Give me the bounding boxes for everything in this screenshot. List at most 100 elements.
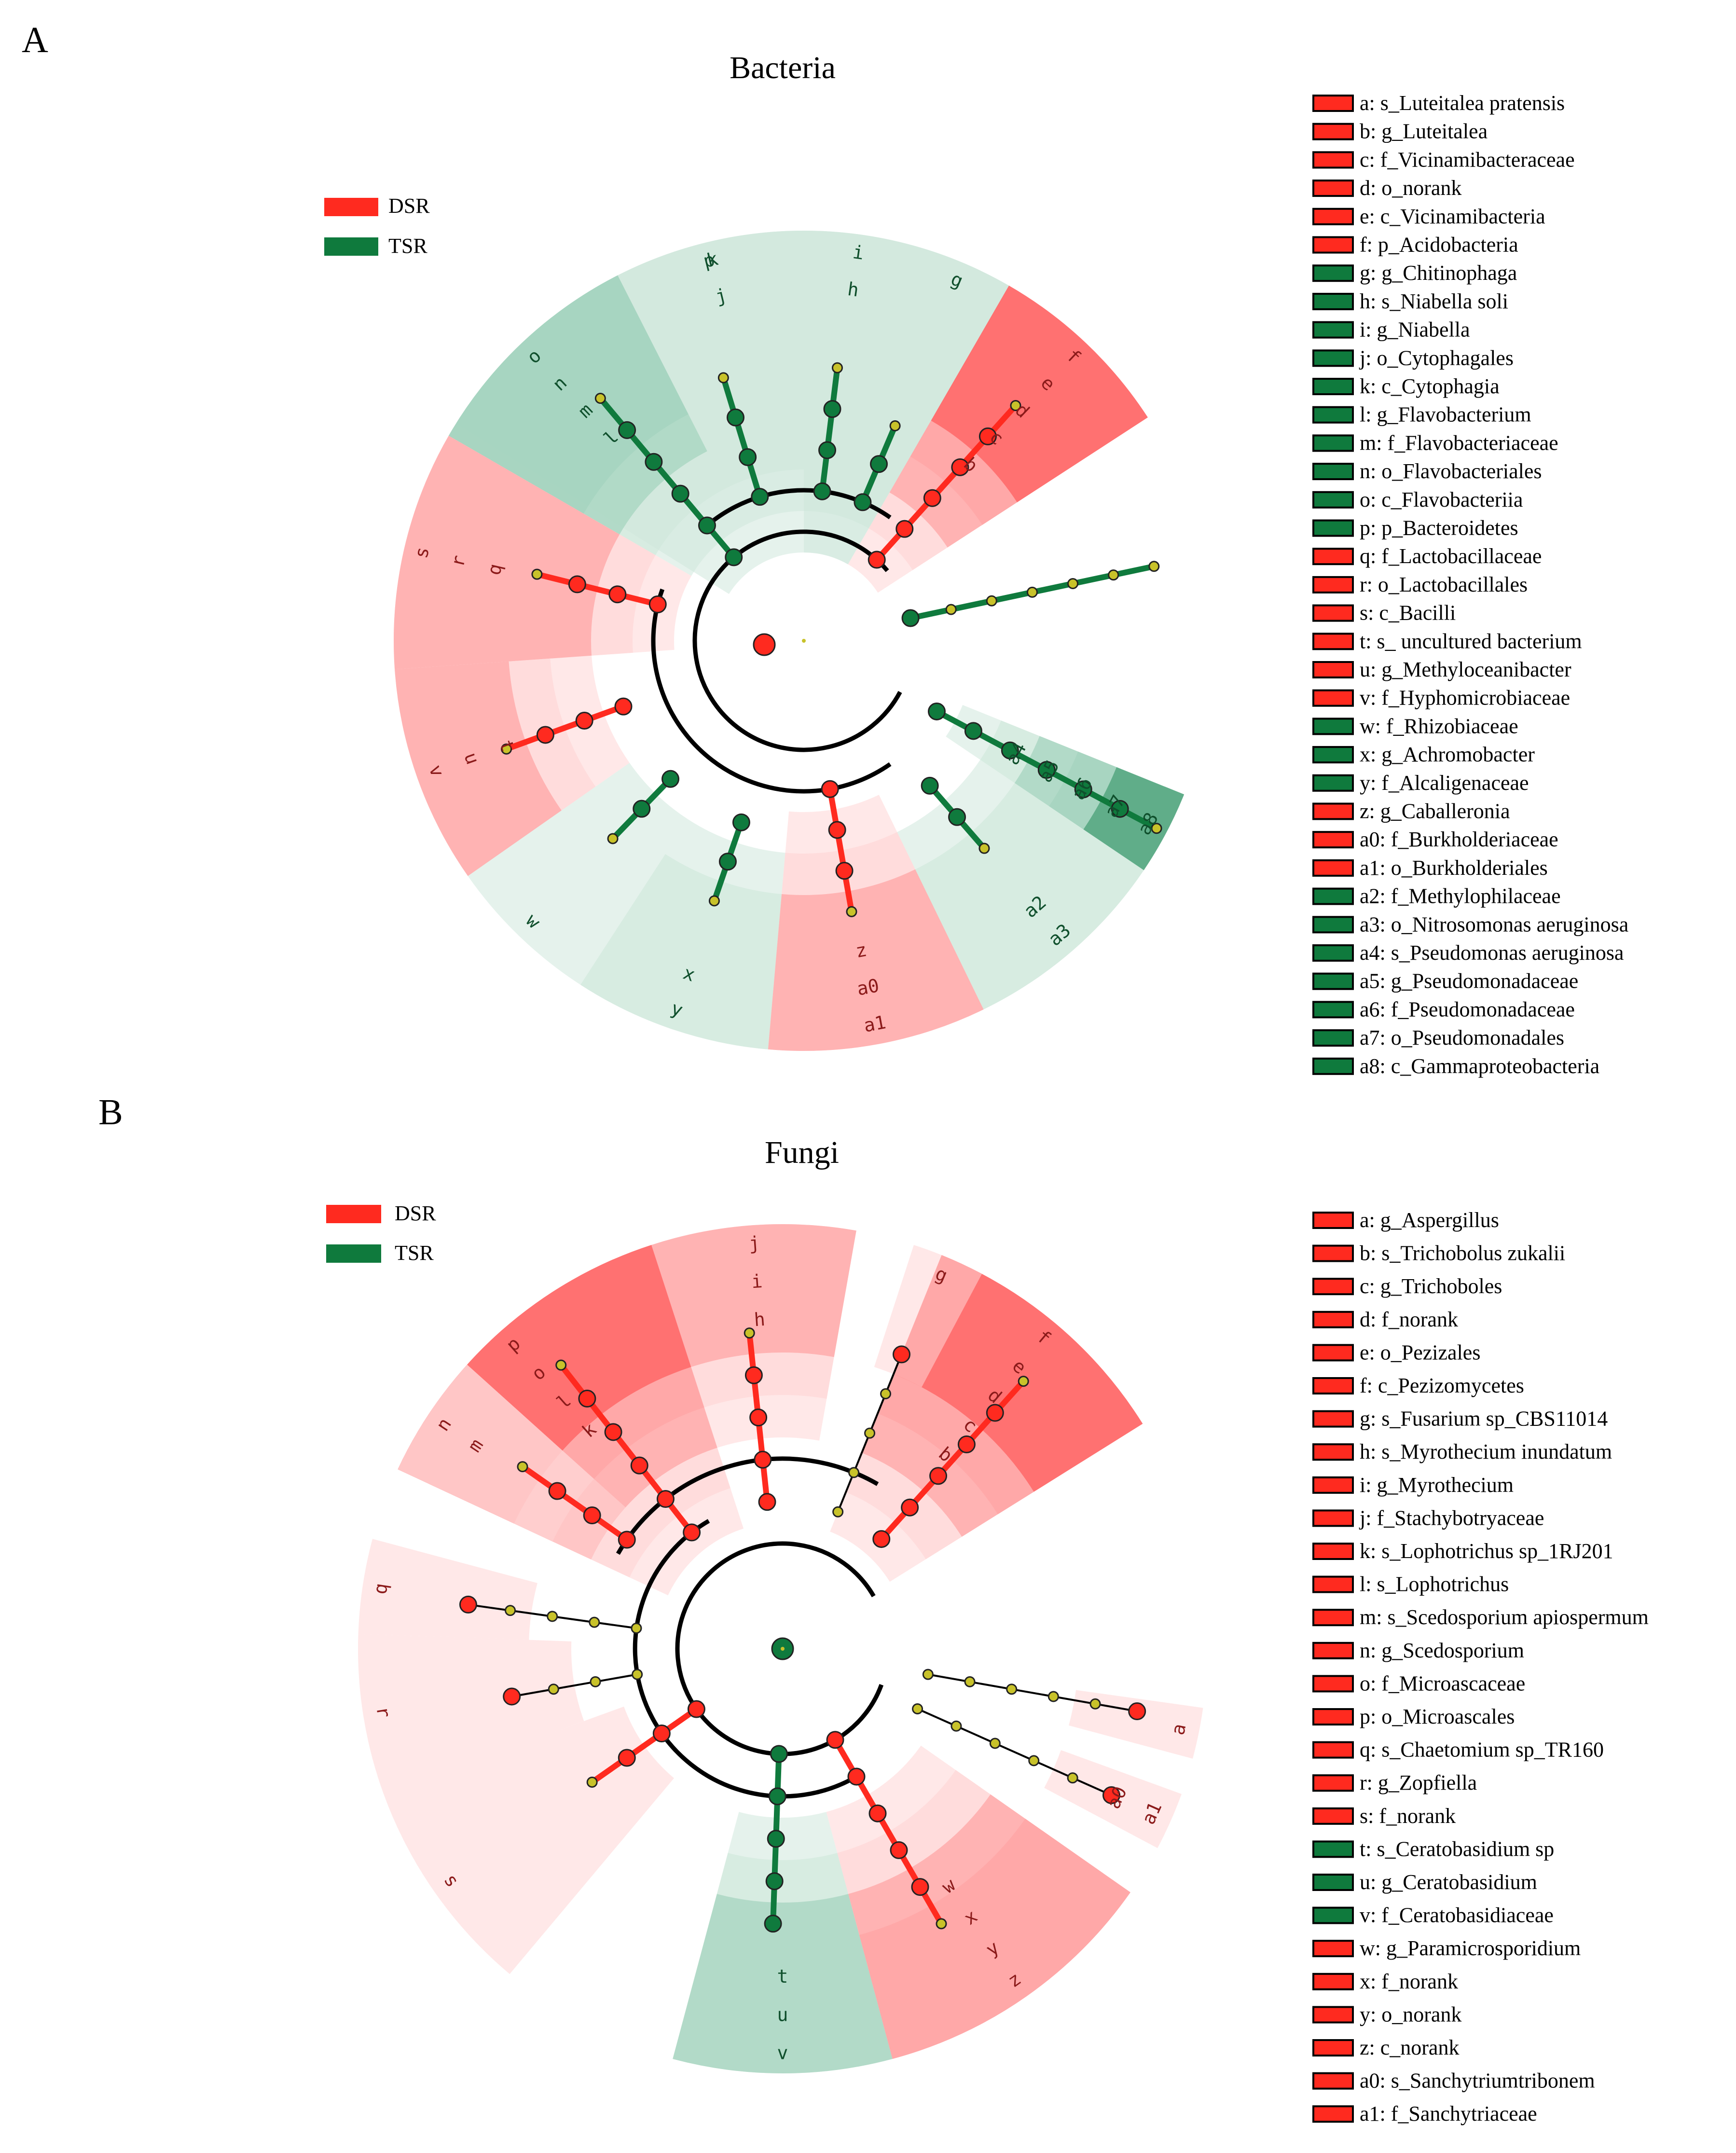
taxa-swatch: [1312, 207, 1354, 225]
taxa-legend-item: t: s_ uncultured bacterium: [1312, 629, 1582, 653]
taxa-label: w: g_Paramicrosporidium: [1360, 1936, 1581, 1960]
clade-letter: a1: [862, 1011, 888, 1036]
root-node: [753, 633, 776, 656]
taxa-label: r: o_Lactobacillales: [1360, 573, 1528, 596]
taxa-label: g: s_Fusarium sp_CBS11014: [1360, 1407, 1608, 1431]
taxa-label: e: o_Pezizales: [1360, 1340, 1480, 1364]
taxa-swatch: [1312, 519, 1354, 537]
taxa-swatch: [1312, 944, 1354, 962]
clade-sector-dsr: [931, 285, 1148, 502]
tree-node: [744, 1327, 755, 1339]
tree-node: [768, 1787, 786, 1806]
tree-layer: [459, 1327, 1146, 1933]
tree-node: [1037, 761, 1056, 779]
taxa-label: s: c_Bacilli: [1360, 601, 1456, 625]
taxa-legend-item: b: g_Luteitalea: [1312, 120, 1488, 143]
taxa-label: e: c_Vicinamibacteria: [1360, 205, 1545, 228]
taxa-label: l: s_Lophotrichus: [1360, 1573, 1509, 1596]
tree-node: [754, 1450, 772, 1469]
tree-node: [590, 1676, 601, 1687]
clade-letter: j: [748, 1232, 760, 1254]
taxa-legend-item: u: g_Methyloceanibacter: [1312, 658, 1571, 681]
taxa-swatch: [1312, 123, 1354, 140]
taxa-legend-item: r: g_Zopfiella: [1312, 1771, 1477, 1794]
taxa-swatch: [1312, 1973, 1354, 1990]
tree-node: [726, 408, 744, 427]
taxa-legend-item: a0: f_Burkholderiaceae: [1312, 828, 1558, 851]
taxa-label: z: g_Caballeronia: [1360, 800, 1510, 823]
taxa-legend-item: a1: o_Burkholderiales: [1312, 856, 1548, 880]
tree-node: [732, 813, 750, 831]
tree-branch: [819, 367, 840, 492]
taxa-legend-item: j: f_Stachybotryaceae: [1312, 1506, 1544, 1530]
taxa-swatch: [1312, 661, 1354, 678]
taxa-swatch: [1312, 1278, 1354, 1296]
tree-node: [618, 1749, 636, 1767]
taxa-label: y: o_norank: [1360, 2002, 1461, 2026]
tree-node: [764, 1915, 782, 1933]
taxa-legend-item: k: c_Cytophagia: [1312, 374, 1500, 398]
tree-branch: [590, 1707, 698, 1785]
clade-letter: u: [777, 2004, 788, 2025]
tree-branch: [616, 1456, 879, 1555]
taxa-label: f: p_Acidobacteria: [1360, 233, 1518, 257]
taxa-label: p: o_Microascales: [1360, 1705, 1515, 1728]
tree-node: [945, 604, 957, 615]
tree-node: [531, 568, 543, 580]
taxa-swatch: [1312, 1642, 1354, 1659]
taxa-legend-item: m: s_Scedosporium apiospermum: [1312, 1605, 1649, 1629]
taxa-swatch: [1312, 179, 1354, 197]
tree-node: [1128, 1702, 1146, 1721]
taxa-swatch: [1312, 831, 1354, 849]
taxa-legend-item: p: p_Bacteroidetes: [1312, 516, 1518, 540]
taxa-legend-item: m: f_Flavobacteriaceae: [1312, 431, 1558, 455]
tree-branch: [720, 377, 763, 498]
tree-node: [671, 484, 689, 503]
taxa-swatch: [1312, 1741, 1354, 1759]
tsr-swatch: [324, 237, 378, 256]
tree-node: [708, 895, 720, 907]
tree-node: [630, 1456, 648, 1475]
tree-branch: [505, 704, 625, 752]
taxa-label: c: g_Trichoboles: [1360, 1274, 1502, 1298]
taxa-legend-item: l: g_Flavobacterium: [1312, 403, 1531, 427]
tree-node: [604, 1423, 622, 1441]
taxa-label: a0: f_Burkholderiaceae: [1360, 828, 1558, 851]
taxa-swatch: [1312, 887, 1354, 905]
tree-node: [1047, 1691, 1059, 1702]
taxa-legend-item: b: s_Trichobolus zukalii: [1312, 1242, 1565, 1265]
group-legend-item-dsr: DSR: [326, 1201, 436, 1225]
taxa-swatch: [1312, 2105, 1354, 2123]
taxa-legend-item: e: c_Vicinamibacteria: [1312, 205, 1545, 228]
tree-node: [870, 455, 888, 473]
tree-node: [718, 853, 737, 871]
taxa-label: z: c_norank: [1360, 2036, 1459, 2059]
tree-node: [854, 493, 872, 511]
tree-node: [986, 1404, 1004, 1422]
taxa-legend-item: o: f_Microascaceae: [1312, 1671, 1525, 1695]
panel-letter: A: [22, 20, 48, 60]
group-legend-item-dsr: DSR: [324, 194, 430, 218]
tree-node: [459, 1595, 477, 1614]
panel-title: Fungi: [765, 1135, 839, 1170]
tree-node: [614, 697, 633, 716]
taxa-legend-item: l: s_Lophotrichus: [1312, 1573, 1509, 1596]
tree-node: [813, 482, 831, 500]
tree-node: [575, 712, 593, 730]
taxa-swatch: [1312, 746, 1354, 764]
tree-node: [751, 488, 769, 506]
tree-node: [848, 1467, 860, 1478]
taxa-legend-item: j: o_Cytophagales: [1312, 346, 1514, 370]
taxa-swatch: [1312, 718, 1354, 735]
clade-letter: h: [753, 1309, 766, 1330]
tree-node: [1102, 1786, 1121, 1804]
taxa-swatch: [1312, 548, 1354, 566]
taxa-label: s: f_norank: [1360, 1804, 1456, 1828]
clade-sector-tsr: [618, 231, 804, 488]
taxa-swatch: [1312, 321, 1354, 339]
taxa-swatch: [1312, 434, 1354, 452]
taxa-legend-item: e: o_Pezizales: [1312, 1340, 1480, 1364]
tree-node: [589, 1616, 600, 1628]
